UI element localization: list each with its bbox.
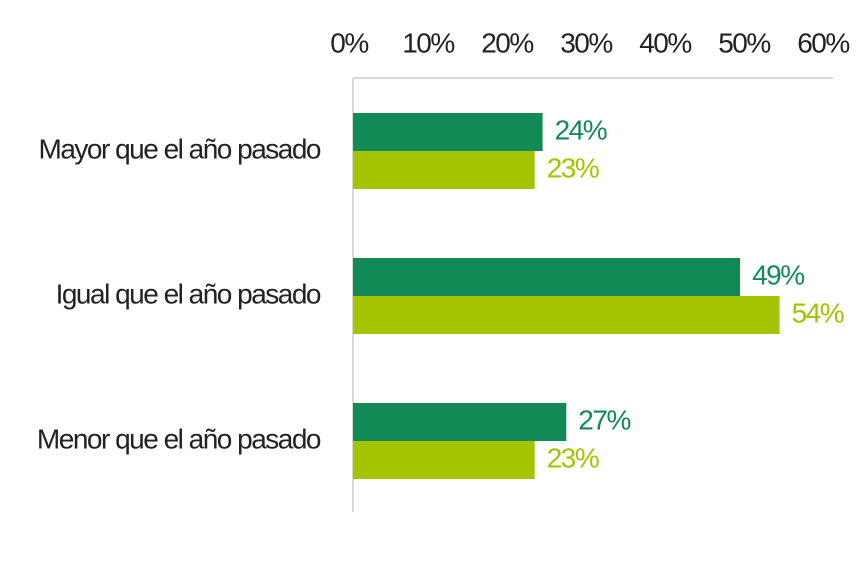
- bar: [353, 113, 543, 151]
- x-tick-label: 10%: [402, 27, 454, 58]
- data-label: 54%: [792, 297, 844, 328]
- x-tick-label: 0%: [330, 27, 368, 58]
- x-tick-label: 60%: [797, 27, 849, 58]
- bar: [353, 403, 567, 441]
- bar: [353, 296, 780, 334]
- bar: [353, 441, 535, 479]
- category-label: Igual que el año pasado: [56, 278, 321, 309]
- bar: [353, 151, 535, 189]
- bar: [353, 258, 741, 296]
- data-label: 24%: [555, 114, 607, 145]
- x-tick-label: 40%: [639, 27, 691, 58]
- category-label: Mayor que el año pasado: [39, 133, 321, 164]
- data-label: 27%: [578, 404, 630, 435]
- data-label: 23%: [547, 152, 599, 183]
- data-label: 49%: [752, 259, 804, 290]
- x-tick-label: 20%: [481, 27, 533, 58]
- x-tick-label: 50%: [718, 27, 770, 58]
- category-label: Menor que el año pasado: [37, 423, 321, 454]
- data-label: 23%: [547, 442, 599, 473]
- x-tick-label: 30%: [560, 27, 612, 58]
